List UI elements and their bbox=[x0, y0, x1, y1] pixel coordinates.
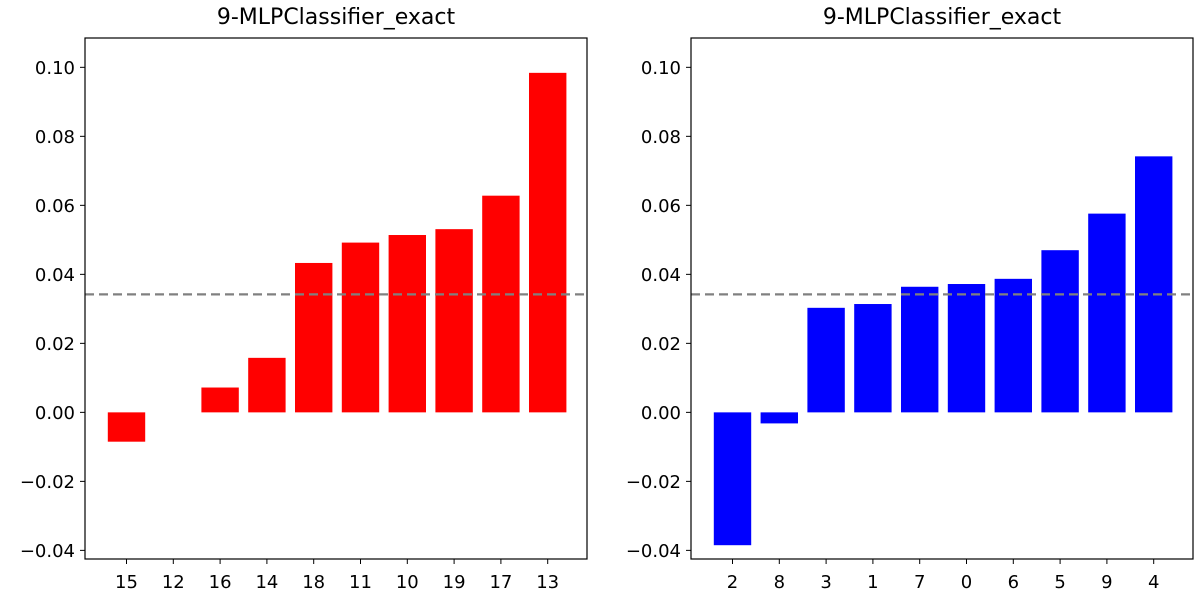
right-ytick-label: 0.10 bbox=[641, 58, 681, 79]
right-xtick-label-5: 5 bbox=[1054, 572, 1065, 593]
right-chart-panel: 9-MLPClassifier_exact −0.04 −0.02 0.00 0.02… bbox=[626, 5, 1194, 593]
left-bar-17 bbox=[482, 195, 520, 413]
left-chart-title: 9-MLPClassifier_exact bbox=[217, 5, 456, 30]
left-ytick-label: −0.02 bbox=[20, 472, 75, 493]
right-chart-x-axis: 2 8 3 1 7 0 6 5 9 4 bbox=[727, 559, 1159, 593]
right-bar-3 bbox=[807, 307, 845, 413]
left-xtick-label-16: 16 bbox=[209, 572, 232, 593]
left-bar-19 bbox=[435, 229, 473, 413]
left-ytick-label: 0.00 bbox=[35, 403, 75, 424]
left-bar-10 bbox=[388, 235, 426, 413]
right-ytick-label: −0.04 bbox=[626, 541, 681, 562]
right-bar-1 bbox=[854, 304, 892, 413]
right-xtick-label-6: 6 bbox=[1008, 572, 1019, 593]
right-bar-8 bbox=[760, 412, 798, 424]
right-bar-0 bbox=[947, 284, 986, 413]
right-ytick-label: 0.06 bbox=[641, 196, 681, 217]
right-xtick-label-2: 2 bbox=[727, 572, 738, 593]
right-xtick-label-8: 8 bbox=[774, 572, 785, 593]
right-xtick-label-1: 1 bbox=[867, 572, 878, 593]
left-chart-panel: 9-MLPClassifier_exact −0.04 −0.02 0.00 0.02… bbox=[20, 5, 588, 593]
right-bar-6 bbox=[994, 278, 1032, 413]
left-xtick-label-18: 18 bbox=[302, 572, 325, 593]
left-xtick-label-11: 11 bbox=[349, 572, 372, 593]
right-ytick-label: −0.02 bbox=[626, 472, 681, 493]
right-bar-2 bbox=[713, 412, 752, 546]
left-chart-y-axis: −0.04 −0.02 0.00 0.02 0.04 0.06 0.08 0.10 bbox=[20, 58, 85, 562]
left-ytick-label: 0.10 bbox=[35, 58, 75, 79]
right-chart-title: 9-MLPClassifier_exact bbox=[823, 5, 1062, 30]
right-ytick-label: 0.02 bbox=[641, 334, 681, 355]
right-chart-bars bbox=[713, 156, 1173, 546]
left-bar-13 bbox=[529, 72, 567, 413]
left-ytick-label: −0.04 bbox=[20, 541, 75, 562]
left-bar-11 bbox=[341, 242, 380, 413]
right-bar-5 bbox=[1041, 250, 1079, 413]
right-xtick-label-4: 4 bbox=[1148, 572, 1159, 593]
right-bar-9 bbox=[1088, 213, 1126, 413]
right-ytick-label: 0.04 bbox=[641, 265, 681, 286]
left-xtick-label-10: 10 bbox=[396, 572, 419, 593]
right-xtick-label-3: 3 bbox=[820, 572, 831, 593]
left-bar-16 bbox=[201, 387, 239, 413]
left-xtick-label-13: 13 bbox=[536, 572, 559, 593]
left-xtick-label-12: 12 bbox=[162, 572, 185, 593]
left-xtick-label-17: 17 bbox=[489, 572, 512, 593]
right-ytick-label: 0.00 bbox=[641, 403, 681, 424]
right-chart-y-axis: −0.04 −0.02 0.00 0.02 0.04 0.06 0.08 0.10 bbox=[626, 58, 691, 562]
left-xtick-label-14: 14 bbox=[255, 572, 278, 593]
left-ytick-label: 0.02 bbox=[35, 334, 75, 355]
right-bar-4 bbox=[1135, 156, 1173, 413]
left-bar-18 bbox=[295, 262, 333, 413]
left-bar-15 bbox=[107, 412, 146, 442]
left-xtick-label-19: 19 bbox=[443, 572, 466, 593]
left-chart-x-axis: 15 12 16 14 18 11 10 19 17 13 bbox=[115, 559, 559, 593]
left-xtick-label-15: 15 bbox=[115, 572, 138, 593]
right-bar-7 bbox=[901, 286, 939, 413]
left-bar-14 bbox=[248, 357, 286, 413]
left-chart-bars bbox=[107, 72, 567, 442]
right-chart-frame bbox=[690, 37, 1194, 560]
left-chart-frame bbox=[84, 37, 588, 560]
left-ytick-label: 0.08 bbox=[35, 127, 75, 148]
right-xtick-label-7: 7 bbox=[914, 572, 925, 593]
left-ytick-label: 0.04 bbox=[35, 265, 75, 286]
right-xtick-label-9: 9 bbox=[1101, 572, 1112, 593]
right-xtick-label-0: 0 bbox=[961, 572, 972, 593]
left-ytick-label: 0.06 bbox=[35, 196, 75, 217]
right-ytick-label: 0.08 bbox=[641, 127, 681, 148]
